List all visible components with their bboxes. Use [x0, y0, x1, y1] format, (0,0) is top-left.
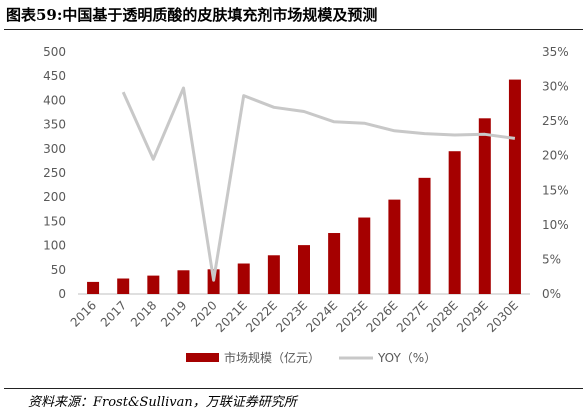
bar-2016: [87, 282, 99, 294]
right-tick-label: 15%: [542, 183, 569, 197]
legend-bar-label: 市场规模（亿元）: [224, 350, 320, 365]
x-tick-label: 2026E: [364, 298, 401, 335]
left-tick-label: 500: [43, 45, 66, 59]
legend-bar-swatch: [186, 353, 219, 362]
source-divider: [4, 388, 583, 389]
x-tick-label: 2023E: [273, 298, 310, 335]
left-tick-label: 300: [43, 142, 66, 156]
bar-2017: [117, 279, 129, 294]
x-tick-label: 2017: [98, 298, 129, 329]
x-tick-label: 2022E: [243, 298, 280, 335]
x-tick-label: 2018: [128, 298, 159, 329]
x-tick-label: 2024E: [303, 298, 340, 335]
left-tick-label: 100: [43, 239, 66, 253]
right-tick-label: 30%: [542, 80, 569, 94]
legend-line-label: YOY（%）: [377, 351, 436, 365]
bar-2021E: [238, 264, 250, 294]
right-tick-label: 25%: [542, 114, 569, 128]
x-tick-label: 2016: [68, 298, 99, 329]
x-tick-label: 2028E: [424, 298, 461, 335]
x-axis-ticks: 201620172018201920202021E2022E2023E2024E…: [68, 298, 521, 335]
bar-2027E: [419, 178, 431, 294]
x-tick-label: 2030E: [484, 298, 521, 335]
right-tick-label: 35%: [542, 45, 569, 59]
right-tick-label: 5%: [542, 252, 561, 266]
bar-2019: [177, 270, 189, 294]
right-tick-label: 0%: [542, 287, 561, 301]
right-axis-ticks: 0% 5% 10% 15% 20% 25% 30% 35%: [542, 45, 569, 301]
bar-2022E: [268, 255, 280, 294]
x-tick-label: 2021E: [213, 298, 250, 335]
x-tick-label: 2019: [158, 298, 189, 329]
bar-2026E: [388, 200, 400, 294]
left-tick-label: 50: [51, 263, 66, 277]
bar-2029E: [479, 118, 491, 294]
bar-2024E: [328, 233, 340, 294]
left-axis-ticks: 0 50 100 150 200 250 300 350 400 450 500: [43, 45, 66, 301]
left-tick-label: 0: [58, 287, 66, 301]
x-tick-label: 2027E: [394, 298, 431, 335]
bar-2025E: [358, 218, 370, 294]
bar-2023E: [298, 245, 310, 294]
left-tick-label: 200: [43, 190, 66, 204]
right-tick-label: 20%: [542, 149, 569, 163]
legend: 市场规模（亿元） YOY（%）: [186, 350, 436, 365]
right-tick-label: 10%: [542, 218, 569, 232]
left-tick-label: 250: [43, 166, 66, 180]
left-tick-label: 150: [43, 214, 66, 228]
left-tick-label: 350: [43, 118, 66, 132]
bar-2028E: [449, 151, 461, 294]
x-tick-label: 2025E: [334, 298, 371, 335]
x-tick-label: 2029E: [454, 298, 491, 335]
left-tick-label: 400: [43, 93, 66, 107]
left-tick-label: 450: [43, 69, 66, 83]
bar-2030E: [509, 80, 521, 294]
bar-2018: [147, 276, 159, 294]
source-note: 资料来源：Frost&Sullivan，万联证券研究所: [28, 391, 297, 410]
